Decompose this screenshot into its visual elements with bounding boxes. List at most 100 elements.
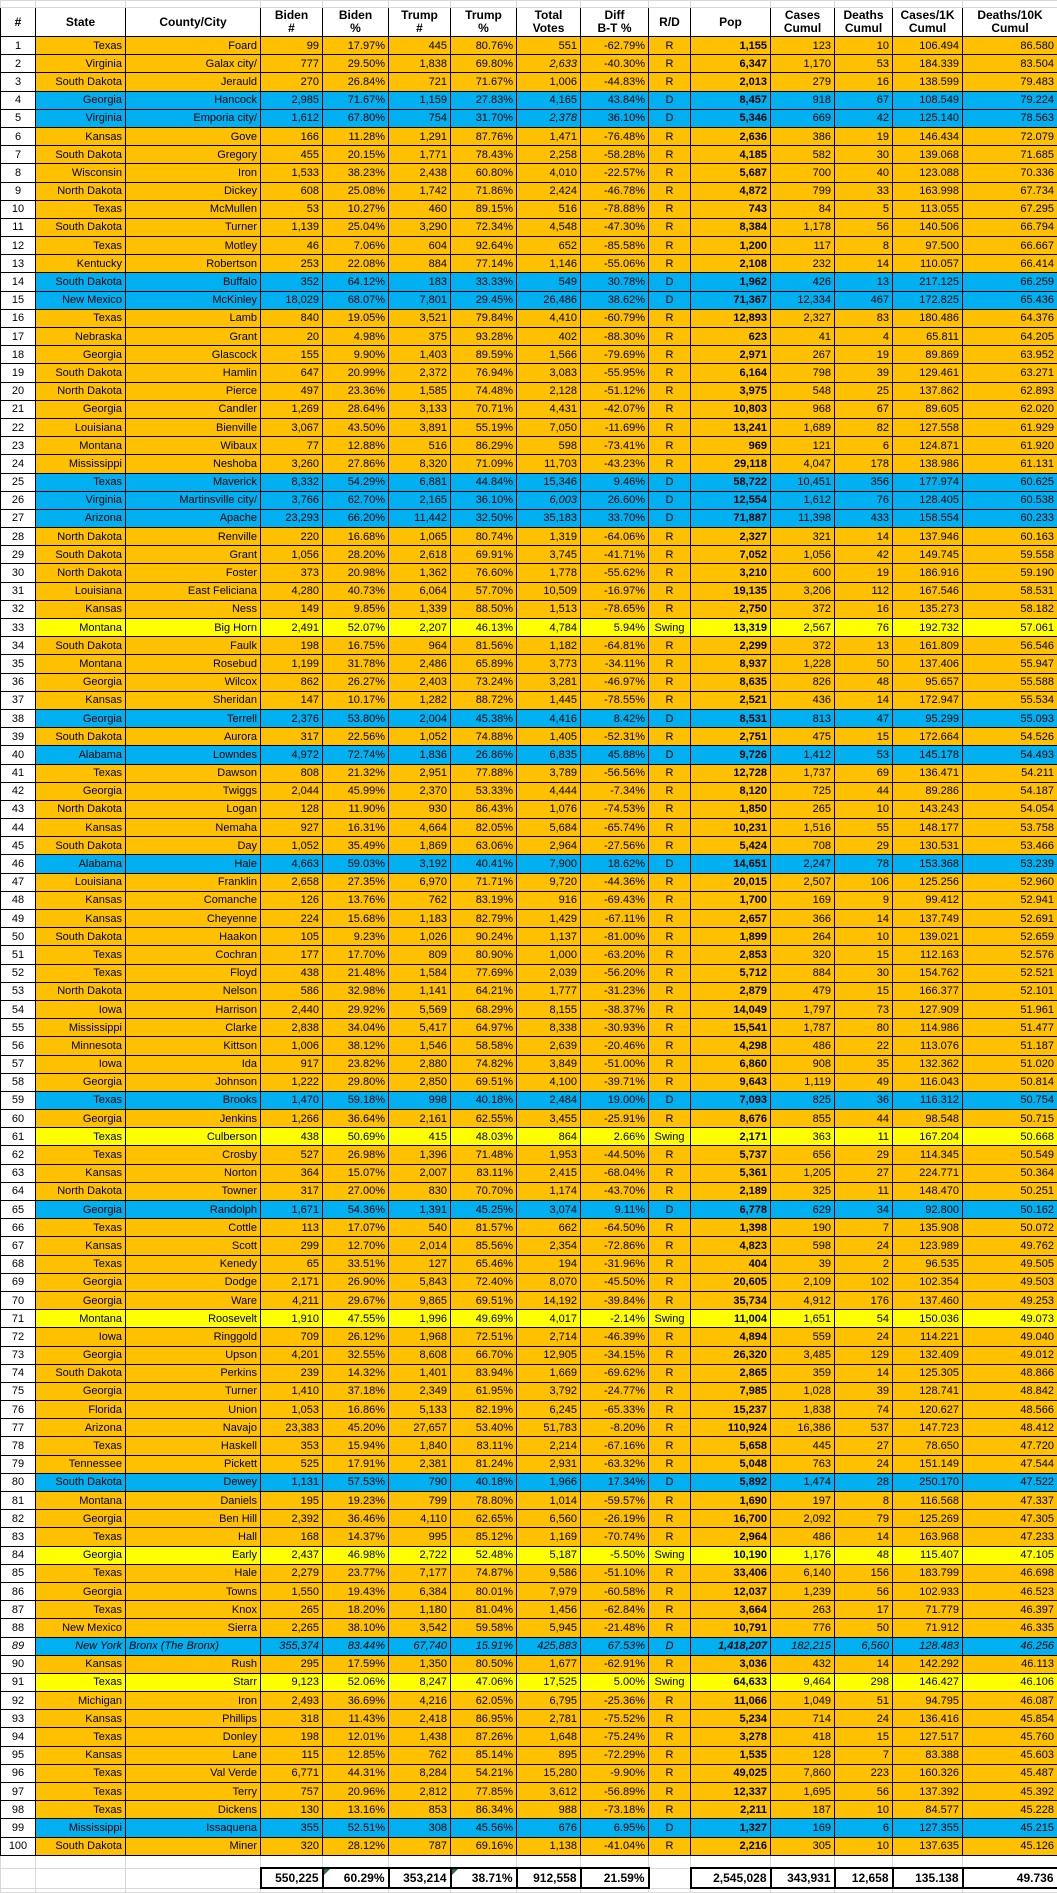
cell-deaths[interactable]: 112	[835, 582, 893, 600]
cell-trump-pct[interactable]: 65.46%	[451, 1255, 517, 1273]
cell-rd[interactable]: R	[649, 564, 691, 582]
cell-biden-n[interactable]: 155	[261, 346, 323, 364]
cell-trump-pct[interactable]: 86.29%	[451, 437, 517, 455]
cell-total-votes[interactable]: 598	[517, 437, 581, 455]
cell-cases-1k[interactable]: 113.076	[893, 1037, 963, 1055]
cell-num[interactable]: 76	[1, 1401, 36, 1419]
cell-county[interactable]: Early	[126, 1546, 261, 1564]
cell-trump-pct[interactable]: 78.43%	[451, 146, 517, 164]
cell-diff[interactable]: -78.88%	[581, 200, 649, 218]
cell-num[interactable]: 68	[1, 1255, 36, 1273]
cell-state[interactable]: Georgia	[36, 1582, 126, 1600]
cell-pop[interactable]: 2,189	[691, 1182, 771, 1200]
cell-county[interactable]: Cochran	[126, 946, 261, 964]
cell-cases[interactable]: 855	[771, 1110, 835, 1128]
cell-state[interactable]: Kansas	[36, 600, 126, 618]
cell-pop[interactable]: 12,893	[691, 309, 771, 327]
cell-diff[interactable]: -34.11%	[581, 655, 649, 673]
cell-county[interactable]: Perkins	[126, 1364, 261, 1382]
cell-trump-n[interactable]: 3,133	[389, 400, 451, 418]
cell-deaths-10k[interactable]: 51.187	[963, 1037, 1057, 1055]
cell-cases[interactable]: 1,239	[771, 1582, 835, 1600]
cell-pop[interactable]: 15,541	[691, 1019, 771, 1037]
cell-deaths-10k[interactable]: 67.295	[963, 200, 1057, 218]
cell-total-votes[interactable]: 8,338	[517, 1019, 581, 1037]
cell-deaths[interactable]: 15	[835, 946, 893, 964]
empty-cell[interactable]	[649, 1888, 691, 1892]
cell-biden-n[interactable]: 6,771	[261, 1764, 323, 1782]
cell-num[interactable]: 21	[1, 400, 36, 418]
cell-num[interactable]: 57	[1, 1055, 36, 1073]
cell-cases-1k[interactable]: 114.986	[893, 1019, 963, 1037]
cell-rd[interactable]: R	[649, 528, 691, 546]
cell-state[interactable]: Alabama	[36, 746, 126, 764]
cell-state[interactable]: Nebraska	[36, 328, 126, 346]
cell-rd[interactable]: R	[649, 182, 691, 200]
cell-cases-1k[interactable]: 125.305	[893, 1364, 963, 1382]
cell-cases[interactable]: 2,092	[771, 1510, 835, 1528]
cell-cases[interactable]: 669	[771, 109, 835, 127]
cell-rd[interactable]: Swing	[649, 1673, 691, 1691]
col-header-cases[interactable]: Cases Cumul	[771, 8, 835, 37]
cell-cases[interactable]: 436	[771, 691, 835, 709]
cell-total-votes[interactable]: 2,484	[517, 1091, 581, 1109]
cell-county[interactable]: Lamb	[126, 309, 261, 327]
cell-rd[interactable]: R	[649, 873, 691, 891]
cell-biden-pct[interactable]: 13.16%	[323, 1801, 389, 1819]
cell-num[interactable]: 14	[1, 273, 36, 291]
cell-diff[interactable]: -51.12%	[581, 382, 649, 400]
cell-pop[interactable]: 8,457	[691, 91, 771, 109]
cell-num[interactable]: 98	[1, 1801, 36, 1819]
cell-diff[interactable]: 9.46%	[581, 473, 649, 491]
cell-trump-n[interactable]: 2,418	[389, 1710, 451, 1728]
cell-num[interactable]: 50	[1, 928, 36, 946]
cell-cases-1k[interactable]: 224.771	[893, 1164, 963, 1182]
empty-cell[interactable]	[893, 1855, 963, 1868]
cell-biden-pct[interactable]: 38.12%	[323, 1037, 389, 1055]
cell-cases-1k[interactable]: 125.269	[893, 1510, 963, 1528]
cell-num[interactable]: 95	[1, 1746, 36, 1764]
cell-cases-1k[interactable]: 89.869	[893, 346, 963, 364]
cell-rd[interactable]: R	[649, 1364, 691, 1382]
total-biden-pct[interactable]: 60.29%	[323, 1868, 389, 1888]
cell-diff[interactable]: -59.57%	[581, 1492, 649, 1510]
cell-cases[interactable]: 4,047	[771, 455, 835, 473]
cell-rd[interactable]: R	[649, 1783, 691, 1801]
cell-num[interactable]: 34	[1, 637, 36, 655]
cell-state[interactable]: Mississippi	[36, 1819, 126, 1837]
cell-deaths-10k[interactable]: 48.866	[963, 1364, 1057, 1382]
cell-num[interactable]: 83	[1, 1528, 36, 1546]
cell-deaths[interactable]: 11	[835, 1128, 893, 1146]
cell-pop[interactable]: 3,975	[691, 382, 771, 400]
cell-pop[interactable]: 8,120	[691, 782, 771, 800]
cell-cases-1k[interactable]: 116.312	[893, 1091, 963, 1109]
cell-cases[interactable]: 700	[771, 164, 835, 182]
cell-trump-n[interactable]: 6,970	[389, 873, 451, 891]
cell-biden-n[interactable]: 353	[261, 1437, 323, 1455]
cell-num[interactable]: 67	[1, 1237, 36, 1255]
cell-num[interactable]: 88	[1, 1619, 36, 1637]
cell-biden-pct[interactable]: 29.80%	[323, 1073, 389, 1091]
cell-rd[interactable]: R	[649, 764, 691, 782]
cell-num[interactable]: 39	[1, 728, 36, 746]
cell-diff[interactable]: -55.62%	[581, 564, 649, 582]
cell-diff[interactable]: -64.81%	[581, 637, 649, 655]
cell-trump-pct[interactable]: 71.67%	[451, 73, 517, 91]
cell-pop[interactable]: 12,037	[691, 1582, 771, 1600]
cell-pop[interactable]: 6,347	[691, 55, 771, 73]
cell-state[interactable]: North Dakota	[36, 182, 126, 200]
cell-state[interactable]: Kansas	[36, 1710, 126, 1728]
cell-total-votes[interactable]: 2,964	[517, 837, 581, 855]
col-header-pop[interactable]: Pop	[691, 8, 771, 37]
cell-county[interactable]: Iron	[126, 164, 261, 182]
cell-state[interactable]: Georgia	[36, 673, 126, 691]
empty-cell[interactable]	[323, 1, 389, 8]
cell-deaths[interactable]: 14	[835, 691, 893, 709]
cell-biden-n[interactable]: 2,279	[261, 1564, 323, 1582]
cell-state[interactable]: Mississippi	[36, 1019, 126, 1037]
empty-cell[interactable]	[581, 1855, 649, 1868]
cell-county[interactable]: Brooks	[126, 1091, 261, 1109]
cell-deaths[interactable]: 48	[835, 673, 893, 691]
cell-trump-pct[interactable]: 80.01%	[451, 1582, 517, 1600]
cell-cases-1k[interactable]: 124.871	[893, 437, 963, 455]
